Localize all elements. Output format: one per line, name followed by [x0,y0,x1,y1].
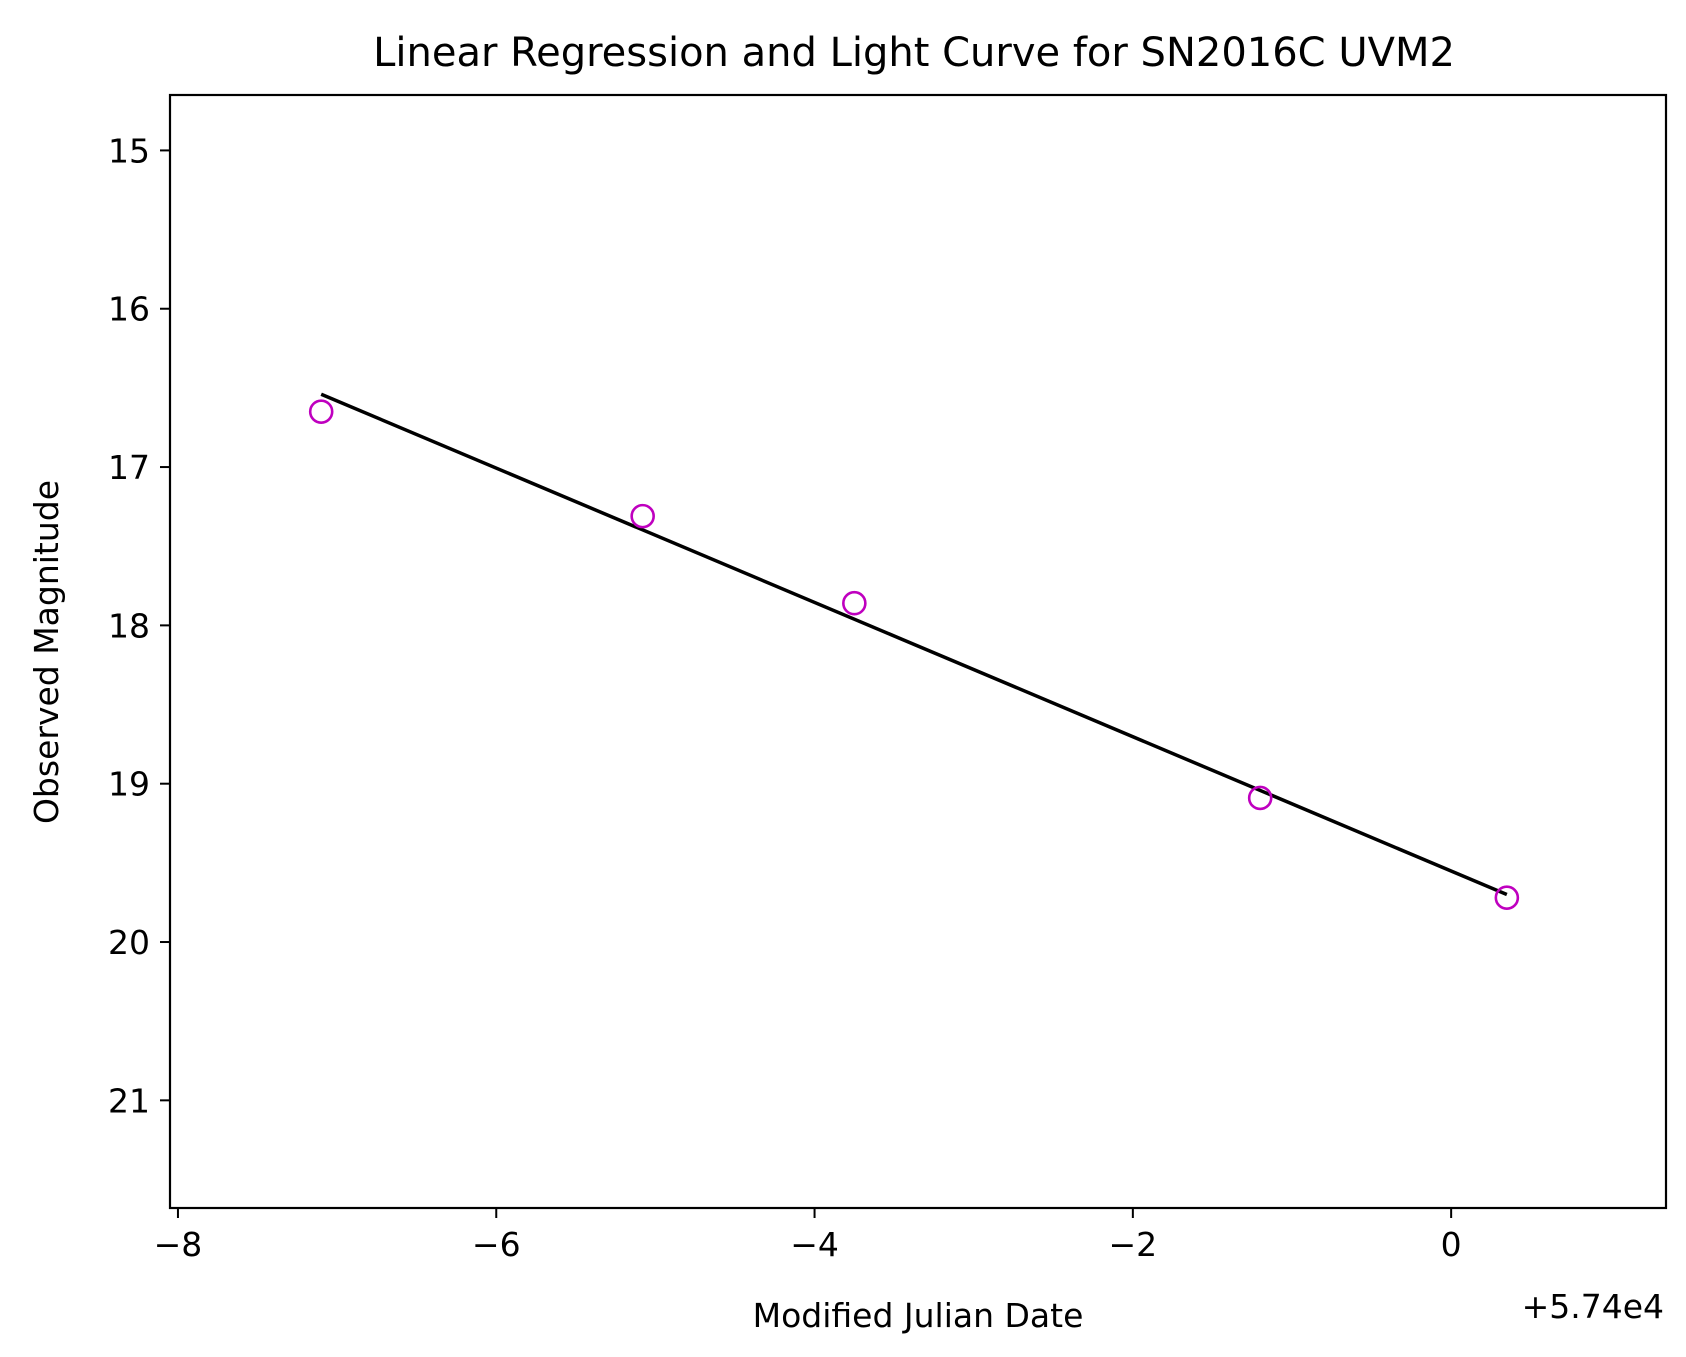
y-tick-label: 15 [108,131,150,170]
chart-title: Linear Regression and Light Curve for SN… [373,30,1455,76]
data-point [1494,885,1520,910]
y-axis-label: Observed Magnitude [27,480,66,824]
plot-layer [308,392,1520,910]
y-axis-ticks: 15 16 17 18 19 20 21 [108,131,170,1120]
regression-line [320,392,1508,897]
y-tick-label: 16 [108,290,150,329]
y-tick-label: 21 [108,1081,150,1120]
data-point [1247,785,1273,811]
x-tick-label: −6 [472,1225,521,1264]
x-axis-label: Modified Julian Date [753,1296,1084,1335]
y-tick-label: 20 [108,923,150,962]
y-tick-label: 18 [108,606,150,645]
x-tick-label: −4 [790,1225,839,1264]
x-axis-offset-label: +5.74e4 [1522,1287,1664,1326]
data-point [630,503,655,529]
data-point [308,399,334,424]
x-tick-label: 0 [1441,1225,1462,1264]
y-tick-label: 19 [108,765,150,804]
x-tick-label: −2 [1109,1225,1158,1264]
x-tick-label: −8 [154,1225,203,1264]
data-point [842,590,867,616]
plot-area [168,93,1668,1210]
y-tick-label: 17 [108,448,150,487]
x-axis-ticks: −8 −6 −4 −2 0 [154,1208,1462,1264]
